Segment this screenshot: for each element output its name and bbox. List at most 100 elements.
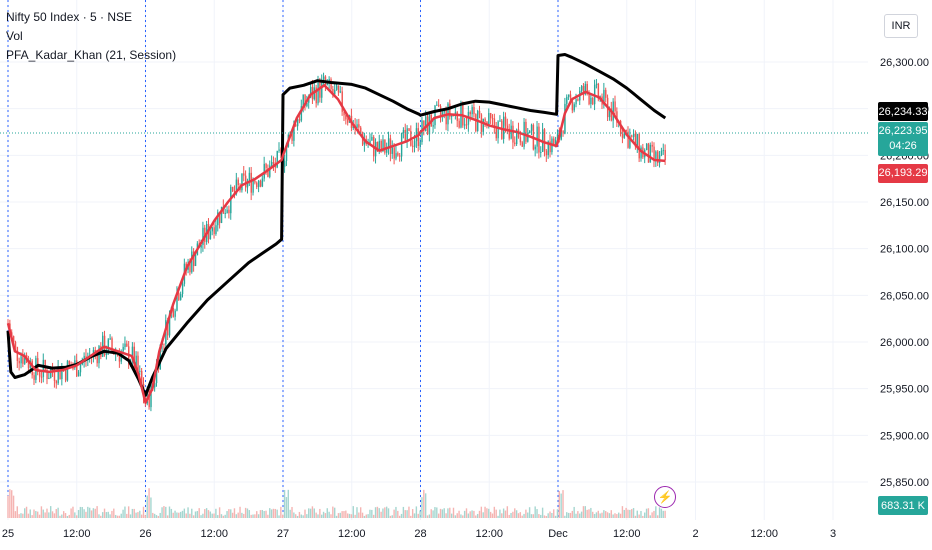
- volume-bar: [140, 514, 143, 518]
- candle-body: [655, 151, 657, 160]
- candle-body: [259, 180, 262, 187]
- volume-bar: [163, 506, 165, 518]
- volume-bar: [306, 514, 308, 518]
- candle-body: [658, 155, 661, 163]
- volume-bar: [662, 510, 664, 518]
- volume-bar: [85, 511, 87, 518]
- candle-body: [293, 124, 295, 141]
- candle-body: [415, 128, 418, 142]
- candle-body: [332, 88, 334, 95]
- candle-body: [224, 212, 226, 214]
- volume-bar: [475, 515, 477, 518]
- volume-bar: [410, 515, 412, 518]
- volume-bar: [313, 508, 315, 518]
- volume-bar: [211, 513, 213, 518]
- volume-bar: [655, 506, 657, 518]
- symbol-title[interactable]: Nifty 50 Index · 5 · NSE: [6, 10, 133, 24]
- last-price-value: 26,223.95: [878, 124, 928, 137]
- volume-bar: [643, 512, 646, 518]
- volume-bar: [415, 506, 418, 518]
- volume-bar: [640, 510, 642, 518]
- candle-body: [647, 143, 650, 163]
- candle-body: [317, 80, 319, 104]
- candle-body: [48, 377, 50, 380]
- volume-bar: [24, 508, 26, 518]
- volume-bar: [280, 506, 282, 518]
- candle-body: [584, 83, 587, 95]
- candle-body: [61, 369, 63, 380]
- volume-bar: [144, 515, 147, 518]
- volume-bar: [603, 510, 605, 518]
- volume-bar: [358, 512, 360, 518]
- volume-bar: [64, 513, 67, 518]
- candle-body: [343, 111, 345, 116]
- candle-body: [495, 127, 497, 139]
- candle-body: [135, 355, 137, 369]
- volume-bar: [346, 513, 349, 518]
- candle-body: [634, 133, 637, 147]
- volume-bar: [545, 515, 548, 518]
- volume-bar: [335, 515, 338, 518]
- candle-body: [386, 148, 388, 153]
- candle-body: [378, 140, 381, 152]
- candle-body: [603, 89, 605, 105]
- volume-bar: [532, 514, 535, 518]
- time-axis[interactable]: 25 12:00 26 12:00 27 12:00 28 12:00 Dec 12:00 2 12:…: [2, 528, 836, 540]
- volume-bar: [298, 511, 301, 518]
- volume-bar: [582, 506, 585, 518]
- volume-bar: [361, 512, 364, 518]
- volume-bar: [627, 509, 629, 518]
- candle-body: [614, 101, 616, 112]
- price-tick-label: 26,150.00: [880, 197, 929, 209]
- volume-bar: [11, 490, 13, 518]
- volume-indicator-label[interactable]: Vol: [6, 29, 23, 43]
- candle-body: [109, 338, 111, 340]
- candle-body: [341, 91, 343, 112]
- lightning-bolt-icon[interactable]: ⚡: [654, 486, 676, 508]
- volume-bar: [155, 515, 158, 518]
- volume-bar: [571, 510, 573, 518]
- volume-bar: [272, 508, 275, 518]
- volume-bar: [142, 506, 145, 518]
- currency-button[interactable]: INR: [884, 14, 918, 38]
- candle-body: [326, 83, 329, 85]
- candle-body: [174, 310, 176, 317]
- indicator-label[interactable]: PFA_Kadar_Khan (21, Session): [6, 48, 177, 62]
- candle-body: [514, 142, 516, 145]
- volume-bar: [515, 510, 518, 518]
- candle-body: [217, 212, 219, 226]
- volume-bar: [389, 515, 392, 518]
- candle-body: [529, 130, 531, 133]
- volume-bar: [152, 512, 154, 518]
- volume-bar: [601, 512, 603, 518]
- volume-bar: [231, 512, 234, 518]
- candle-body: [534, 146, 536, 150]
- candle-body: [399, 155, 401, 157]
- candle-body: [580, 86, 583, 91]
- volume-bar: [22, 513, 24, 518]
- volume-bar: [337, 513, 340, 518]
- volume-bar: [75, 515, 78, 518]
- volume-bar: [664, 510, 666, 518]
- volume-bar: [254, 514, 256, 518]
- candle-body: [107, 339, 110, 353]
- time-tick-label: 12:00: [338, 528, 366, 540]
- candle-body: [497, 121, 499, 139]
- volume-bar: [554, 515, 557, 518]
- candle-body: [139, 370, 141, 372]
- candle-body: [20, 356, 22, 364]
- volume-bar: [471, 510, 473, 518]
- price-axis[interactable]: 25,850.00 25,900.00 25,950.00 26,000.00 26,0…: [880, 57, 929, 489]
- volume-bar: [220, 514, 223, 518]
- candle-body: [180, 294, 182, 300]
- candle-body: [298, 119, 301, 121]
- volume-bar: [588, 509, 590, 518]
- volume-bar: [608, 513, 611, 518]
- volume-bar: [250, 514, 252, 518]
- volume-bar: [606, 512, 609, 518]
- volume-bar: [406, 510, 408, 518]
- volume-bar: [619, 513, 622, 518]
- volume-bar: [131, 508, 134, 518]
- volume-bar: [369, 509, 371, 518]
